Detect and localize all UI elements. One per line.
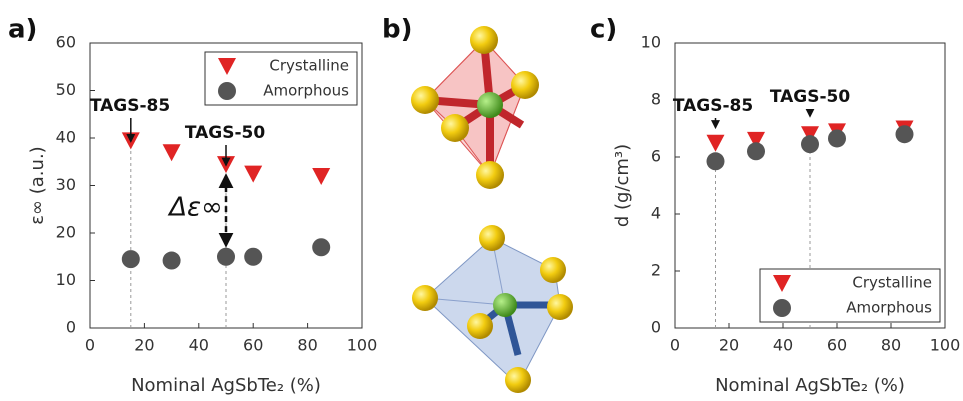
x-tick-label: 40 [189,336,209,355]
point [121,250,140,269]
legend-marker [773,275,791,292]
y-tick-label: 30 [56,175,76,194]
annotation: TAGS-85 [673,96,753,116]
y-tick-label: 50 [56,80,76,99]
y-tick-label: 4 [651,204,661,223]
y-tick-label: 20 [56,223,76,242]
y-tick-label: 0 [651,318,661,337]
octahedron-amorphous [412,225,573,393]
point [244,247,263,266]
x-tick-label: 0 [670,336,680,355]
y-tick-label: 6 [651,147,661,166]
x-tick-label: 80 [881,336,901,355]
legend-label: Crystalline [269,57,349,75]
y-tick-label: 40 [56,128,76,147]
annotation: TAGS-50 [185,123,266,143]
legend-label: Amorphous [263,82,349,100]
x-tick-label: 20 [134,336,154,355]
point [706,152,725,171]
legend-marker [218,82,236,100]
panel-label: b) [382,15,413,45]
x-tick-label: 40 [773,336,793,355]
y-tick-label: 8 [651,90,661,109]
point [244,165,263,183]
point [312,168,331,185]
point [895,125,914,144]
legend-marker [218,58,236,75]
y-tick-label: 10 [56,270,76,289]
y-tick-label: 10 [641,33,661,52]
x-tick-label: 100 [930,336,961,355]
x-tick-label: 60 [243,336,263,355]
panel-label: c) [590,15,617,45]
legend-box [759,268,941,323]
y-tick-label: 0 [66,318,76,337]
point [801,135,819,154]
y-tick-label: 60 [56,33,76,52]
x-tick-label: 100 [347,336,378,355]
point [747,131,765,149]
x-axis-label: Nominal AgSbTe₂ (%) [715,375,905,396]
annotation: TAGS-50 [770,87,851,107]
annotation: TAGS-85 [90,96,170,116]
panel-label: a) [8,15,37,45]
x-tick-label: 0 [85,336,95,355]
annotation: Δε∞ [167,193,223,223]
point [162,251,181,270]
x-tick-label: 60 [827,336,847,355]
x-tick-label: 80 [297,336,317,355]
legend-label: Crystalline [852,274,932,292]
point [312,238,331,257]
point [162,144,181,162]
point [828,129,846,148]
octahedron-crystalline [411,26,539,189]
point [217,247,235,266]
y-axis-label: d (g/cm³) [612,144,633,227]
y-axis-label: ε∞ (a.u.) [27,146,48,224]
x-axis-label: Nominal AgSbTe₂ (%) [131,375,321,396]
point [747,142,765,161]
point [801,126,819,144]
legend-label: Amorphous [846,299,932,317]
legend-marker [773,299,791,317]
y-tick-label: 2 [651,261,661,280]
x-tick-label: 20 [719,336,739,355]
point [706,134,725,152]
